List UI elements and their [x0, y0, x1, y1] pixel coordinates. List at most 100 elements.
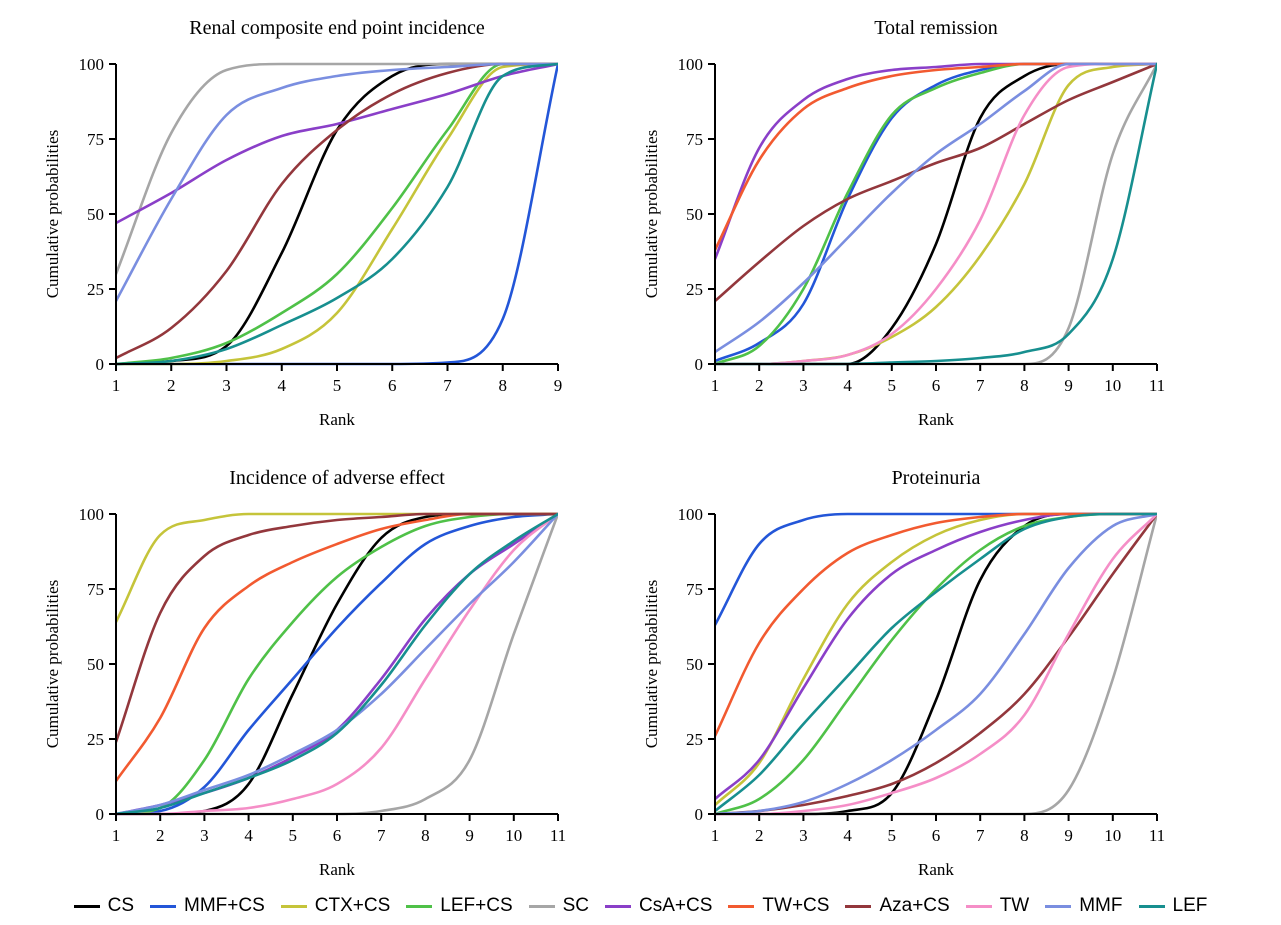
- x-tick-label: 6: [932, 826, 941, 845]
- x-tick-label: 7: [377, 826, 386, 845]
- series-line-tw-plus-cs: [116, 512, 558, 783]
- x-tick-label: 9: [465, 826, 474, 845]
- x-tick-label: 10: [1104, 826, 1121, 845]
- y-tick-label: 25: [686, 730, 703, 749]
- series-line-lef: [116, 62, 558, 366]
- x-tick-label: 10: [1104, 376, 1121, 395]
- legend-item-tw-plus-cs: TW+CS: [728, 895, 829, 917]
- legend-item-cs: CS: [73, 895, 134, 917]
- y-tick-label: 25: [87, 730, 104, 749]
- legend-label: CTX+CS: [314, 895, 391, 916]
- series-line-mmf: [116, 512, 558, 816]
- series-line-lef-plus-cs: [715, 512, 1157, 816]
- chart-title: Renal composite end point incidence: [189, 17, 485, 39]
- series-line-lef: [715, 62, 1157, 366]
- x-tick-label: 6: [333, 826, 342, 845]
- series-line-mmf-plus-cs: [715, 62, 1157, 363]
- chart-title: Proteinuria: [892, 467, 981, 489]
- x-axis-label: Rank: [319, 860, 355, 879]
- legend-swatch: [150, 904, 177, 908]
- y-tick-label: 0: [695, 355, 704, 374]
- legend-swatch: [605, 904, 632, 908]
- chart-panel-1: Renal composite end point incidence02550…: [43, 17, 562, 429]
- series-line-sc: [116, 62, 558, 276]
- series-line-aza-plus-cs: [715, 512, 1157, 816]
- y-tick-label: 75: [686, 130, 703, 149]
- x-tick-label: 3: [799, 376, 808, 395]
- legend-label: SC: [562, 895, 590, 916]
- legend-label: LEF: [1172, 895, 1208, 916]
- series-line-csa-plus-cs: [715, 62, 1157, 261]
- series-line-csa-plus-cs: [116, 512, 558, 816]
- x-tick-label: 4: [244, 826, 253, 845]
- legend-item-sc: SC: [528, 895, 590, 917]
- x-tick-label: 4: [843, 826, 852, 845]
- series-line-sc: [715, 62, 1157, 366]
- y-tick-label: 75: [686, 580, 703, 599]
- legend-item-csa-plus-cs: CsA+CS: [605, 895, 712, 917]
- legend-label: LEF+CS: [440, 895, 513, 916]
- legend-label: Aza+CS: [879, 895, 950, 916]
- series-lines: [715, 62, 1157, 366]
- x-tick-label: 9: [554, 376, 563, 395]
- x-tick-label: 7: [443, 376, 452, 395]
- x-tick-label: 11: [550, 826, 566, 845]
- x-tick-label: 5: [888, 826, 897, 845]
- legend-swatch: [73, 904, 100, 908]
- series-line-tw: [715, 512, 1157, 816]
- x-axis-label: Rank: [319, 410, 355, 429]
- legend-item-aza-plus-cs: Aza+CS: [845, 895, 950, 917]
- x-tick-label: 6: [388, 376, 397, 395]
- chart-title: Total remission: [874, 17, 998, 39]
- legend-item-tw: TW: [965, 895, 1029, 917]
- y-tick-label: 25: [87, 280, 104, 299]
- x-tick-label: 7: [976, 826, 985, 845]
- series-line-csa-plus-cs: [715, 512, 1157, 801]
- y-tick-label: 50: [87, 655, 104, 674]
- chart-panel-2: Total remission 0 25 50 75 100 1 2 3 4 5 6 7 8 9 10 11 Ra…: [642, 17, 1165, 429]
- series-lines: [116, 62, 558, 366]
- x-tick-label: 3: [200, 826, 209, 845]
- x-axis-label: Rank: [918, 860, 954, 879]
- x-tick-label: 2: [156, 826, 165, 845]
- x-tick-label: 11: [1149, 376, 1165, 395]
- legend-swatch: [845, 904, 872, 908]
- x-tick-label: 4: [278, 376, 287, 395]
- series-line-csa-plus-cs: [116, 62, 558, 225]
- x-tick-label: 2: [755, 826, 764, 845]
- series-line-lef: [715, 512, 1157, 813]
- legend-swatch: [528, 904, 555, 908]
- y-tick-label: 50: [686, 205, 703, 224]
- legend-label: MMF+CS: [184, 895, 265, 916]
- legend-swatch: [280, 904, 307, 908]
- x-tick-label: 1: [112, 376, 121, 395]
- x-tick-label: 5: [333, 376, 342, 395]
- legend-label: MMF: [1079, 895, 1123, 916]
- y-tick-label: 50: [686, 655, 703, 674]
- x-tick-label: 7: [976, 376, 985, 395]
- y-tick-label: 75: [87, 130, 104, 149]
- legend-swatch: [1045, 904, 1072, 908]
- x-tick-label: 8: [1020, 376, 1029, 395]
- y-tick-label: 100: [79, 55, 105, 74]
- legend-label: CsA+CS: [639, 895, 713, 916]
- x-tick-label: 9: [1064, 826, 1073, 845]
- y-tick-label: 0: [96, 355, 105, 374]
- series-line-lef-plus-cs: [715, 62, 1157, 366]
- legend-item-lef: LEF: [1138, 895, 1208, 917]
- y-tick-label: 100: [678, 55, 704, 74]
- series-lines: [715, 512, 1157, 816]
- y-tick-label: 100: [678, 505, 704, 524]
- series-line-lef-plus-cs: [116, 512, 558, 816]
- legend-item-lef-plus-cs: LEF+CS: [406, 895, 513, 917]
- series-line-ctx-plus-cs: [715, 62, 1157, 366]
- series-line-cs: [715, 512, 1157, 816]
- y-axis-label: Cumulative probabilities: [43, 130, 62, 299]
- x-tick-label: 1: [711, 826, 720, 845]
- y-tick-label: 0: [695, 805, 704, 824]
- x-tick-label: 8: [1020, 826, 1029, 845]
- y-tick-label: 100: [79, 505, 105, 524]
- series-line-mmf-plus-cs: [715, 512, 1157, 627]
- legend-item-mmf-plus-cs: MMF+CS: [150, 895, 265, 917]
